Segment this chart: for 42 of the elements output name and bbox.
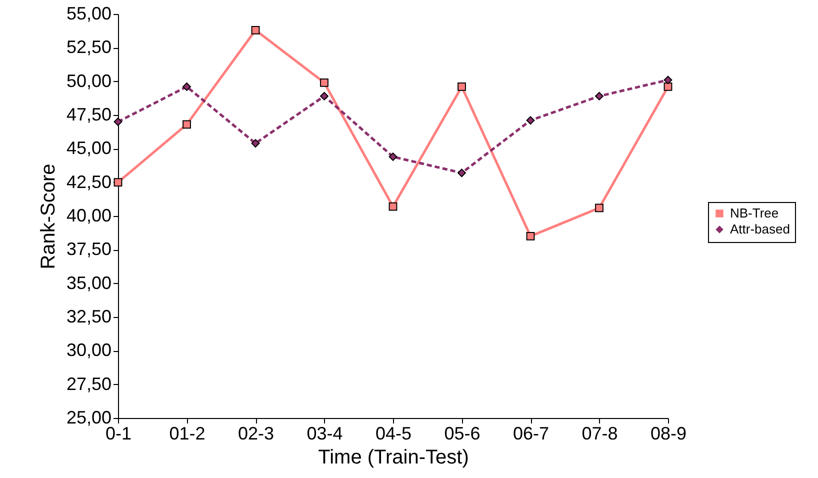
point xyxy=(458,82,466,91)
x-tick-label: 08-9 xyxy=(650,424,687,444)
x-tick-label: 02-3 xyxy=(238,424,274,444)
x-tick-label: 04-5 xyxy=(375,424,412,444)
y-tick-label: 32,50 xyxy=(66,306,112,326)
point xyxy=(388,202,398,211)
point xyxy=(182,120,191,129)
point xyxy=(664,82,672,91)
y-tick-label: 50,00 xyxy=(66,70,112,91)
point xyxy=(664,76,672,84)
point xyxy=(526,232,535,240)
point xyxy=(182,82,191,91)
y-tick-label: 52,50 xyxy=(66,37,112,58)
point xyxy=(458,168,466,178)
y-tick-label: 40,00 xyxy=(66,206,112,226)
y-tick-label: 37,50 xyxy=(66,239,112,260)
x-tick-label: 05-6 xyxy=(444,424,480,444)
legend-label: Attr-based xyxy=(730,222,790,236)
point xyxy=(595,204,604,212)
point xyxy=(251,26,260,34)
y-tick-label: 35,00 xyxy=(66,272,112,293)
y-tick-label: 42,50 xyxy=(66,172,112,192)
point xyxy=(320,78,328,87)
y-tick-label: 55,00 xyxy=(66,4,112,24)
point xyxy=(114,178,122,187)
x-tick-label: 07-8 xyxy=(582,424,618,444)
x-tick-label: 06-7 xyxy=(512,424,550,444)
point xyxy=(320,92,328,100)
point xyxy=(251,139,260,148)
point xyxy=(595,92,604,100)
y-axis-title: Rank-Score xyxy=(37,164,60,270)
y-tick-label: 27,50 xyxy=(66,374,112,394)
x-tick-label: 01-2 xyxy=(169,424,206,444)
point xyxy=(388,152,398,161)
x-tick-label: 03-4 xyxy=(306,424,343,444)
y-tick-label: 45,00 xyxy=(66,138,112,158)
point xyxy=(526,116,535,125)
legend-label: NB-Tree xyxy=(730,206,779,220)
y-tick-label: 30,00 xyxy=(66,340,112,360)
y-tick-label: 47,50 xyxy=(66,104,112,124)
x-axis-title: Time (Train-Test) xyxy=(318,446,469,468)
point xyxy=(114,118,122,126)
